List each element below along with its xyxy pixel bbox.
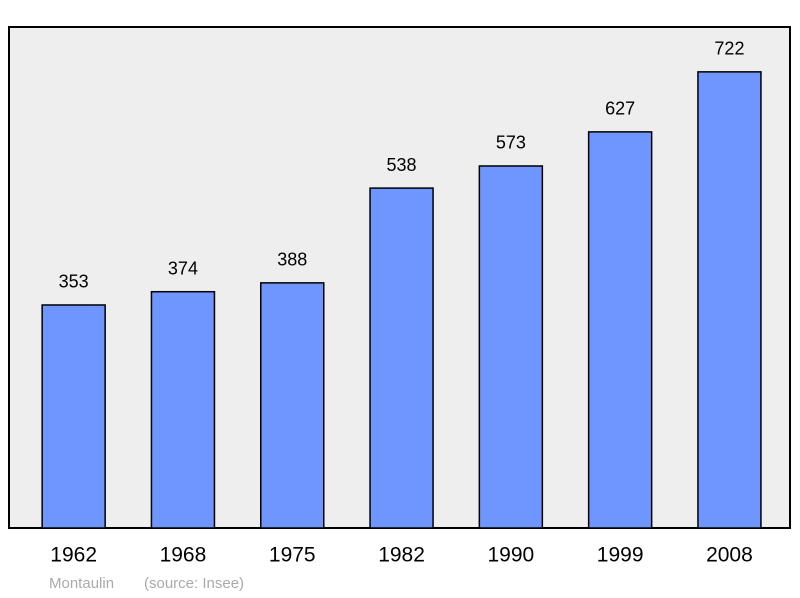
x-tick-label: 2008 (706, 544, 753, 567)
value-label: 573 (496, 133, 526, 153)
value-label: 722 (714, 39, 744, 59)
bar (697, 71, 762, 529)
bar (478, 165, 544, 529)
value-label: 627 (605, 99, 635, 119)
bar (150, 290, 216, 529)
bar (369, 187, 434, 529)
value-label: 353 (59, 272, 89, 292)
bar (587, 131, 653, 529)
source: (source: Insee) (144, 575, 244, 592)
caption: Montaulin (49, 575, 114, 592)
x-tick-label: 1999 (597, 544, 644, 567)
x-tick-label: 1975 (269, 544, 316, 567)
value-label: 538 (387, 155, 417, 175)
x-tick-label: 1982 (378, 544, 425, 567)
x-tick-label: 1990 (487, 544, 534, 567)
bar (41, 304, 106, 529)
value-label: 388 (277, 250, 307, 270)
x-tick-label: 1962 (50, 544, 97, 567)
value-label: 374 (168, 258, 198, 278)
x-tick-label: 1968 (160, 544, 207, 567)
bar (260, 282, 325, 529)
